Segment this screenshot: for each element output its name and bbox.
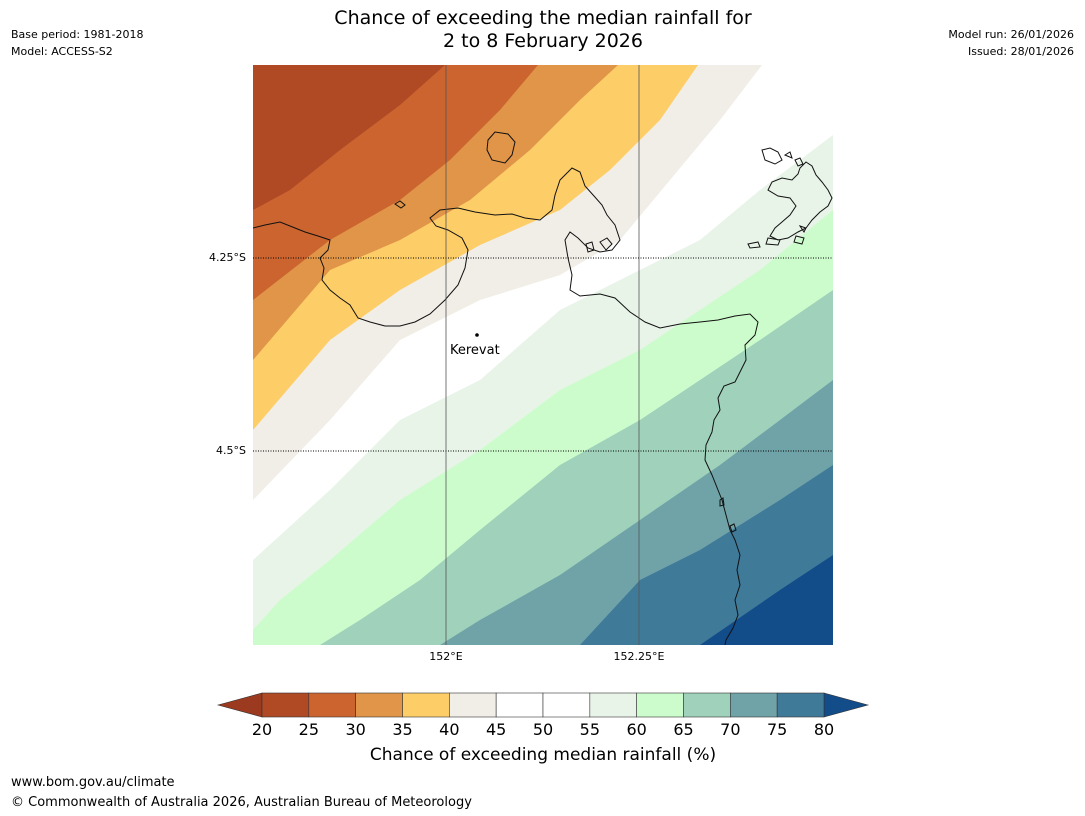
colorbar-tick-45: 45 — [485, 720, 507, 739]
coastline-islet-west — [394, 200, 406, 209]
colorbar-title: Chance of exceeding median rainfall (%) — [369, 745, 717, 765]
colorbar-bin-55-60 — [589, 692, 637, 718]
colorbar-tick-70: 70 — [720, 720, 741, 739]
title-line-2: 2 to 8 February 2026 — [443, 30, 643, 52]
colorbar-bin-35-40 — [402, 692, 450, 718]
colorbar-tick-80: 80 — [813, 720, 835, 739]
footer-url: www.bom.gov.au/climate — [11, 775, 175, 790]
graticule — [253, 65, 833, 645]
rainfall-contours — [253, 65, 833, 645]
colorbar-tick-25: 25 — [298, 720, 319, 739]
colorbar-high-extend — [823, 692, 870, 718]
issued-text: Issued: 28/01/2026 — [967, 45, 1074, 58]
colorbar-bin-45-50 — [495, 692, 544, 718]
base-period-text: Base period: 1981-2018 — [11, 28, 144, 41]
coastline-islet-north — [486, 131, 516, 164]
colorbar-tick-30: 30 — [345, 720, 366, 739]
colorbar-bin-70-75 — [730, 692, 778, 718]
colorbar-bin-25-30 — [308, 692, 356, 718]
colorbar-bin-20-25 — [261, 692, 310, 718]
colorbar-tick-20: 20 — [251, 720, 273, 739]
colorbar-tick-60: 60 — [626, 720, 647, 739]
colorbar-tick-40: 40 — [439, 720, 460, 739]
map-title: Chance of exceeding the median rainfall … — [243, 7, 843, 53]
coastline-duke-of-york — [585, 237, 613, 253]
coastline-new-britain — [253, 167, 759, 645]
colorbar-tick-65: 65 — [673, 720, 694, 739]
title-line-1: Chance of exceeding the median rainfall … — [334, 7, 752, 29]
metadata-right: Model run: 26/01/2026 Issued: 28/01/2026 — [948, 26, 1074, 60]
model-run-text: Model run: 26/01/2026 — [948, 28, 1074, 41]
colorbar-bin-65-70 — [683, 692, 731, 718]
coastline — [253, 131, 833, 645]
colorbar — [216, 692, 870, 718]
colorbar-tick-75: 75 — [766, 720, 788, 739]
colorbar-bin-30-35 — [355, 692, 403, 718]
colorbar-bin-60-65 — [636, 692, 684, 718]
coastline-new-ireland — [747, 147, 833, 249]
coastline-islet-east — [719, 497, 737, 533]
colorbar-tick-35: 35 — [392, 720, 413, 739]
metadata-left: Base period: 1981-2018 Model: ACCESS-S2 — [11, 26, 143, 60]
colorbar-bin-75-80 — [776, 692, 825, 718]
contour-band-20-25 — [253, 65, 445, 210]
colorbar-tick-55: 55 — [579, 720, 600, 739]
lon-label-152-25e: 152.25°E — [613, 650, 665, 663]
colorbar-bins — [261, 692, 825, 718]
colorbar-bin-50-55 — [542, 692, 591, 718]
lat-label-4-25s: 4.25°S — [209, 251, 246, 264]
colorbar-tick-50: 50 — [532, 720, 554, 739]
lon-label-152e: 152°E — [429, 650, 463, 663]
place-label-kerevat: Kerevat — [450, 343, 500, 358]
lat-label-4-5s: 4.5°S — [216, 444, 246, 457]
colorbar-bin-40-45 — [449, 692, 497, 718]
kerevat-marker — [475, 333, 479, 337]
model-text: Model: ACCESS-S2 — [11, 45, 113, 58]
colorbar-low-extend — [216, 692, 263, 718]
footer-copyright: © Commonwealth of Australia 2026, Austra… — [11, 795, 472, 810]
